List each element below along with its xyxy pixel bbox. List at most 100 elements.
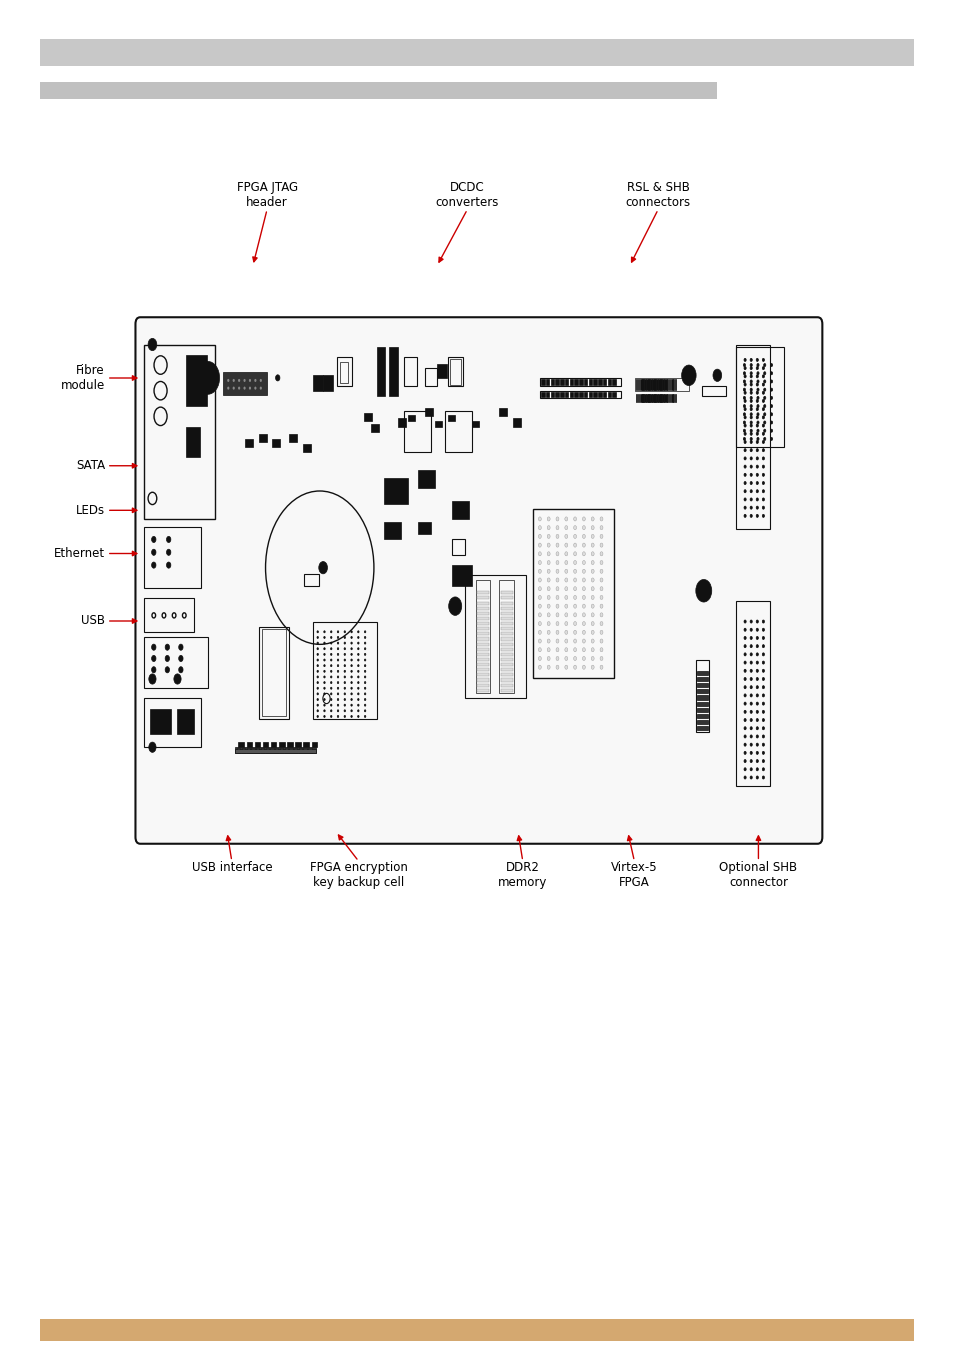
Circle shape xyxy=(330,682,332,683)
Circle shape xyxy=(749,482,752,485)
Bar xyxy=(500,617,513,620)
Bar xyxy=(258,433,267,441)
Circle shape xyxy=(344,705,345,706)
Circle shape xyxy=(337,676,338,678)
Circle shape xyxy=(238,386,240,390)
Bar xyxy=(643,379,645,390)
Bar xyxy=(559,379,563,385)
Circle shape xyxy=(564,639,567,643)
Circle shape xyxy=(743,718,745,721)
Circle shape xyxy=(547,639,550,643)
Circle shape xyxy=(743,464,745,468)
Circle shape xyxy=(761,506,763,509)
Bar xyxy=(404,412,431,452)
Circle shape xyxy=(537,621,540,625)
Circle shape xyxy=(537,648,540,652)
Bar xyxy=(670,379,673,390)
Circle shape xyxy=(316,653,318,655)
Circle shape xyxy=(761,424,763,427)
Circle shape xyxy=(547,666,550,670)
Circle shape xyxy=(761,726,763,730)
Circle shape xyxy=(330,648,332,649)
Circle shape xyxy=(756,653,758,656)
Circle shape xyxy=(573,639,576,643)
Bar xyxy=(564,392,568,397)
Text: USB: USB xyxy=(81,614,105,628)
Circle shape xyxy=(756,636,758,640)
Circle shape xyxy=(556,630,558,634)
Circle shape xyxy=(547,552,550,556)
Circle shape xyxy=(743,448,745,452)
Bar xyxy=(648,379,649,390)
Circle shape xyxy=(756,662,758,664)
Circle shape xyxy=(761,367,763,370)
Bar xyxy=(246,748,250,753)
Circle shape xyxy=(364,698,365,701)
Circle shape xyxy=(351,687,352,690)
Bar xyxy=(593,379,597,385)
Bar xyxy=(384,521,400,540)
Circle shape xyxy=(330,630,332,633)
Bar xyxy=(452,540,465,555)
Circle shape xyxy=(564,603,567,609)
Bar xyxy=(498,580,514,694)
Circle shape xyxy=(547,630,550,634)
Circle shape xyxy=(599,666,602,670)
Circle shape xyxy=(330,710,332,711)
Bar xyxy=(697,726,707,730)
Circle shape xyxy=(152,549,155,555)
Circle shape xyxy=(749,375,752,378)
Circle shape xyxy=(357,659,358,662)
Circle shape xyxy=(591,587,594,591)
Circle shape xyxy=(364,676,365,678)
Circle shape xyxy=(537,578,540,582)
Bar xyxy=(258,626,289,720)
Bar xyxy=(697,707,707,711)
Circle shape xyxy=(756,437,759,440)
Circle shape xyxy=(761,653,763,656)
Circle shape xyxy=(761,474,763,477)
Circle shape xyxy=(756,416,758,418)
Circle shape xyxy=(547,578,550,582)
Circle shape xyxy=(749,506,752,509)
Circle shape xyxy=(756,432,758,435)
Bar xyxy=(476,679,489,682)
Circle shape xyxy=(743,375,745,378)
Bar xyxy=(659,394,661,402)
Circle shape xyxy=(749,710,752,713)
Circle shape xyxy=(537,560,540,564)
Circle shape xyxy=(761,620,763,624)
Circle shape xyxy=(749,670,752,672)
Bar xyxy=(313,375,323,390)
Text: DCDC
converters: DCDC converters xyxy=(436,181,498,209)
Bar xyxy=(500,591,513,594)
Circle shape xyxy=(749,367,752,370)
Circle shape xyxy=(537,535,540,539)
Circle shape xyxy=(749,645,752,648)
Circle shape xyxy=(537,543,540,547)
Circle shape xyxy=(573,621,576,625)
Circle shape xyxy=(761,702,763,705)
Bar xyxy=(652,379,655,390)
Circle shape xyxy=(165,667,170,672)
Text: USB interface: USB interface xyxy=(192,861,272,875)
Circle shape xyxy=(167,549,171,555)
Circle shape xyxy=(152,562,155,568)
Circle shape xyxy=(749,760,752,763)
Circle shape xyxy=(564,595,567,599)
Circle shape xyxy=(761,760,763,763)
Circle shape xyxy=(344,630,345,633)
Circle shape xyxy=(196,362,219,394)
Circle shape xyxy=(756,474,758,477)
Text: Virtex-5
FPGA: Virtex-5 FPGA xyxy=(611,861,657,890)
Circle shape xyxy=(743,752,745,755)
Circle shape xyxy=(556,656,558,660)
Bar xyxy=(670,394,673,402)
Circle shape xyxy=(762,413,765,416)
Circle shape xyxy=(743,645,745,648)
Circle shape xyxy=(364,693,365,695)
Circle shape xyxy=(599,552,602,556)
Bar xyxy=(238,743,244,748)
Circle shape xyxy=(756,371,759,375)
Circle shape xyxy=(337,653,338,655)
